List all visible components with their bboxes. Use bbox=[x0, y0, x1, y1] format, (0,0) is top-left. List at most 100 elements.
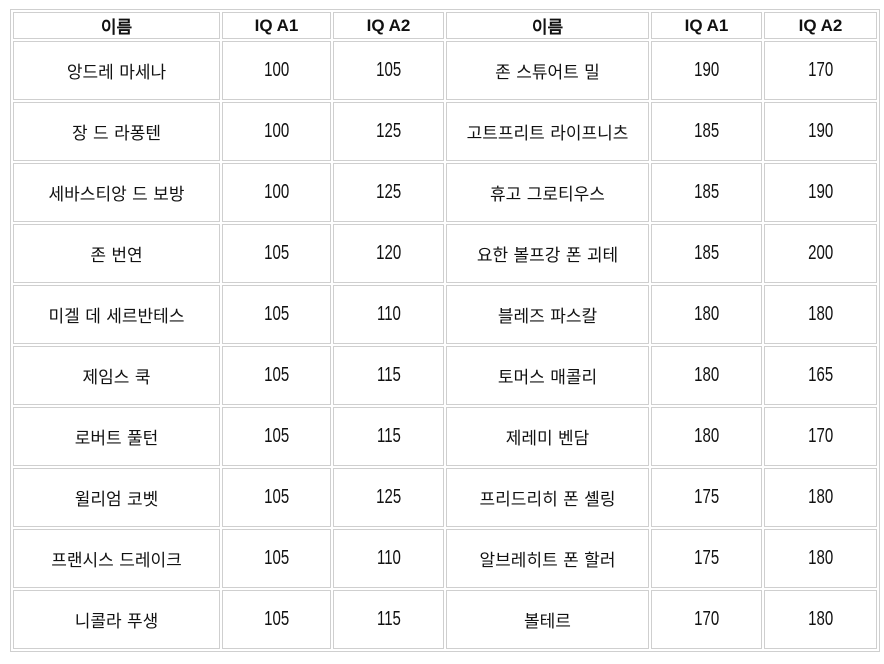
table-row: 미겔 데 세르반테스 105 110 블레즈 파스칼 180 180 bbox=[13, 285, 877, 344]
table-row: 프랜시스 드레이크 105 110 알브레히트 폰 할러 175 180 bbox=[13, 529, 877, 588]
cell-name: 알브레히트 폰 할러 bbox=[446, 529, 649, 588]
cell-iq-a1: 105 bbox=[222, 346, 331, 405]
cell-name: 토머스 매콜리 bbox=[446, 346, 649, 405]
value-text: 125 bbox=[375, 486, 402, 508]
cell-iq-a1: 180 bbox=[651, 285, 762, 344]
cell-name: 블레즈 파스칼 bbox=[446, 285, 649, 344]
cell-iq-a1: 105 bbox=[222, 590, 331, 649]
value-text: 115 bbox=[376, 608, 401, 630]
cell-name: 프리드리히 폰 셸링 bbox=[446, 468, 649, 527]
value-text: 180 bbox=[693, 364, 720, 386]
value-text: 180 bbox=[807, 547, 834, 569]
cell-iq-a1: 180 bbox=[651, 346, 762, 405]
cell-iq-a2: 115 bbox=[333, 346, 444, 405]
value-text: 105 bbox=[263, 608, 290, 630]
table-row: 세바스티앙 드 보방 100 125 휴고 그로티우스 185 190 bbox=[13, 163, 877, 222]
value-text: 170 bbox=[807, 425, 834, 447]
cell-iq-a1: 175 bbox=[651, 529, 762, 588]
table-row: 제임스 쿡 105 115 토머스 매콜리 180 165 bbox=[13, 346, 877, 405]
value-text: 200 bbox=[807, 242, 834, 264]
cell-name: 미겔 데 세르반테스 bbox=[13, 285, 220, 344]
value-text: 105 bbox=[263, 486, 290, 508]
value-text: 100 bbox=[263, 181, 290, 203]
value-text: 120 bbox=[375, 242, 402, 264]
value-text: 105 bbox=[263, 425, 290, 447]
cell-iq-a1: 100 bbox=[222, 102, 331, 161]
table-row: 앙드레 마세나 100 105 존 스튜어트 밀 190 170 bbox=[13, 41, 877, 100]
value-text: 105 bbox=[375, 59, 402, 81]
table-row: 로버트 풀턴 105 115 제레미 벤담 180 170 bbox=[13, 407, 877, 466]
cell-iq-a2: 190 bbox=[764, 163, 877, 222]
iq-table: 이름 IQ A1 IQ A2 이름 IQ A1 IQ A2 앙드레 마세나 100 105 존 … bbox=[10, 9, 880, 652]
cell-iq-a1: 105 bbox=[222, 285, 331, 344]
value-text: 180 bbox=[807, 303, 834, 325]
value-text: 115 bbox=[376, 364, 401, 386]
value-text: 170 bbox=[807, 59, 834, 81]
value-text: 105 bbox=[263, 547, 290, 569]
cell-name: 볼테르 bbox=[446, 590, 649, 649]
column-header-iq-a2: IQ A2 bbox=[333, 12, 444, 39]
cell-name: 장 드 라퐁텐 bbox=[13, 102, 220, 161]
table-row: 윌리엄 코벳 105 125 프리드리히 폰 셸링 175 180 bbox=[13, 468, 877, 527]
value-text: 125 bbox=[375, 120, 402, 142]
cell-iq-a2: 125 bbox=[333, 102, 444, 161]
cell-iq-a1: 105 bbox=[222, 468, 331, 527]
cell-iq-a1: 185 bbox=[651, 224, 762, 283]
column-header-iq-a1: IQ A1 bbox=[651, 12, 762, 39]
value-text: 110 bbox=[376, 547, 401, 569]
cell-iq-a2: 125 bbox=[333, 163, 444, 222]
cell-iq-a1: 185 bbox=[651, 163, 762, 222]
column-header-name: 이름 bbox=[13, 12, 220, 39]
cell-iq-a1: 100 bbox=[222, 41, 331, 100]
cell-name: 존 번연 bbox=[13, 224, 220, 283]
value-text: 180 bbox=[807, 486, 834, 508]
value-text: 180 bbox=[807, 608, 834, 630]
cell-iq-a2: 180 bbox=[764, 529, 877, 588]
column-header-name: 이름 bbox=[446, 12, 649, 39]
value-text: 185 bbox=[693, 120, 720, 142]
cell-name: 앙드레 마세나 bbox=[13, 41, 220, 100]
cell-name: 로버트 풀턴 bbox=[13, 407, 220, 466]
cell-iq-a1: 185 bbox=[651, 102, 762, 161]
value-text: 175 bbox=[693, 486, 720, 508]
column-header-iq-a2: IQ A2 bbox=[764, 12, 877, 39]
cell-iq-a1: 180 bbox=[651, 407, 762, 466]
value-text: 180 bbox=[693, 425, 720, 447]
table-row: 니콜라 푸생 105 115 볼테르 170 180 bbox=[13, 590, 877, 649]
cell-iq-a2: 180 bbox=[764, 468, 877, 527]
value-text: 125 bbox=[375, 181, 402, 203]
cell-iq-a1: 190 bbox=[651, 41, 762, 100]
value-text: 185 bbox=[693, 242, 720, 264]
cell-iq-a2: 170 bbox=[764, 407, 877, 466]
value-text: 185 bbox=[693, 181, 720, 203]
value-text: 190 bbox=[807, 120, 834, 142]
value-text: 175 bbox=[693, 547, 720, 569]
column-header-iq-a1: IQ A1 bbox=[222, 12, 331, 39]
cell-iq-a2: 190 bbox=[764, 102, 877, 161]
cell-iq-a2: 165 bbox=[764, 346, 877, 405]
value-text: 115 bbox=[376, 425, 401, 447]
cell-name: 제레미 벤담 bbox=[446, 407, 649, 466]
cell-name: 존 스튜어트 밀 bbox=[446, 41, 649, 100]
cell-iq-a2: 115 bbox=[333, 590, 444, 649]
table-row: 장 드 라퐁텐 100 125 고트프리트 라이프니츠 185 190 bbox=[13, 102, 877, 161]
cell-iq-a2: 110 bbox=[333, 285, 444, 344]
cell-name: 휴고 그로티우스 bbox=[446, 163, 649, 222]
cell-iq-a1: 105 bbox=[222, 224, 331, 283]
cell-iq-a1: 175 bbox=[651, 468, 762, 527]
cell-iq-a2: 180 bbox=[764, 285, 877, 344]
value-text: 110 bbox=[376, 303, 401, 325]
cell-iq-a2: 170 bbox=[764, 41, 877, 100]
value-text: 105 bbox=[263, 242, 290, 264]
cell-name: 세바스티앙 드 보방 bbox=[13, 163, 220, 222]
header-row: 이름 IQ A1 IQ A2 이름 IQ A1 IQ A2 bbox=[13, 12, 877, 39]
cell-iq-a2: 200 bbox=[764, 224, 877, 283]
cell-name: 제임스 쿡 bbox=[13, 346, 220, 405]
value-text: 190 bbox=[693, 59, 720, 81]
cell-iq-a1: 170 bbox=[651, 590, 762, 649]
value-text: 190 bbox=[807, 181, 834, 203]
value-text: 165 bbox=[807, 364, 834, 386]
cell-name: 프랜시스 드레이크 bbox=[13, 529, 220, 588]
cell-iq-a2: 110 bbox=[333, 529, 444, 588]
value-text: 170 bbox=[693, 608, 720, 630]
